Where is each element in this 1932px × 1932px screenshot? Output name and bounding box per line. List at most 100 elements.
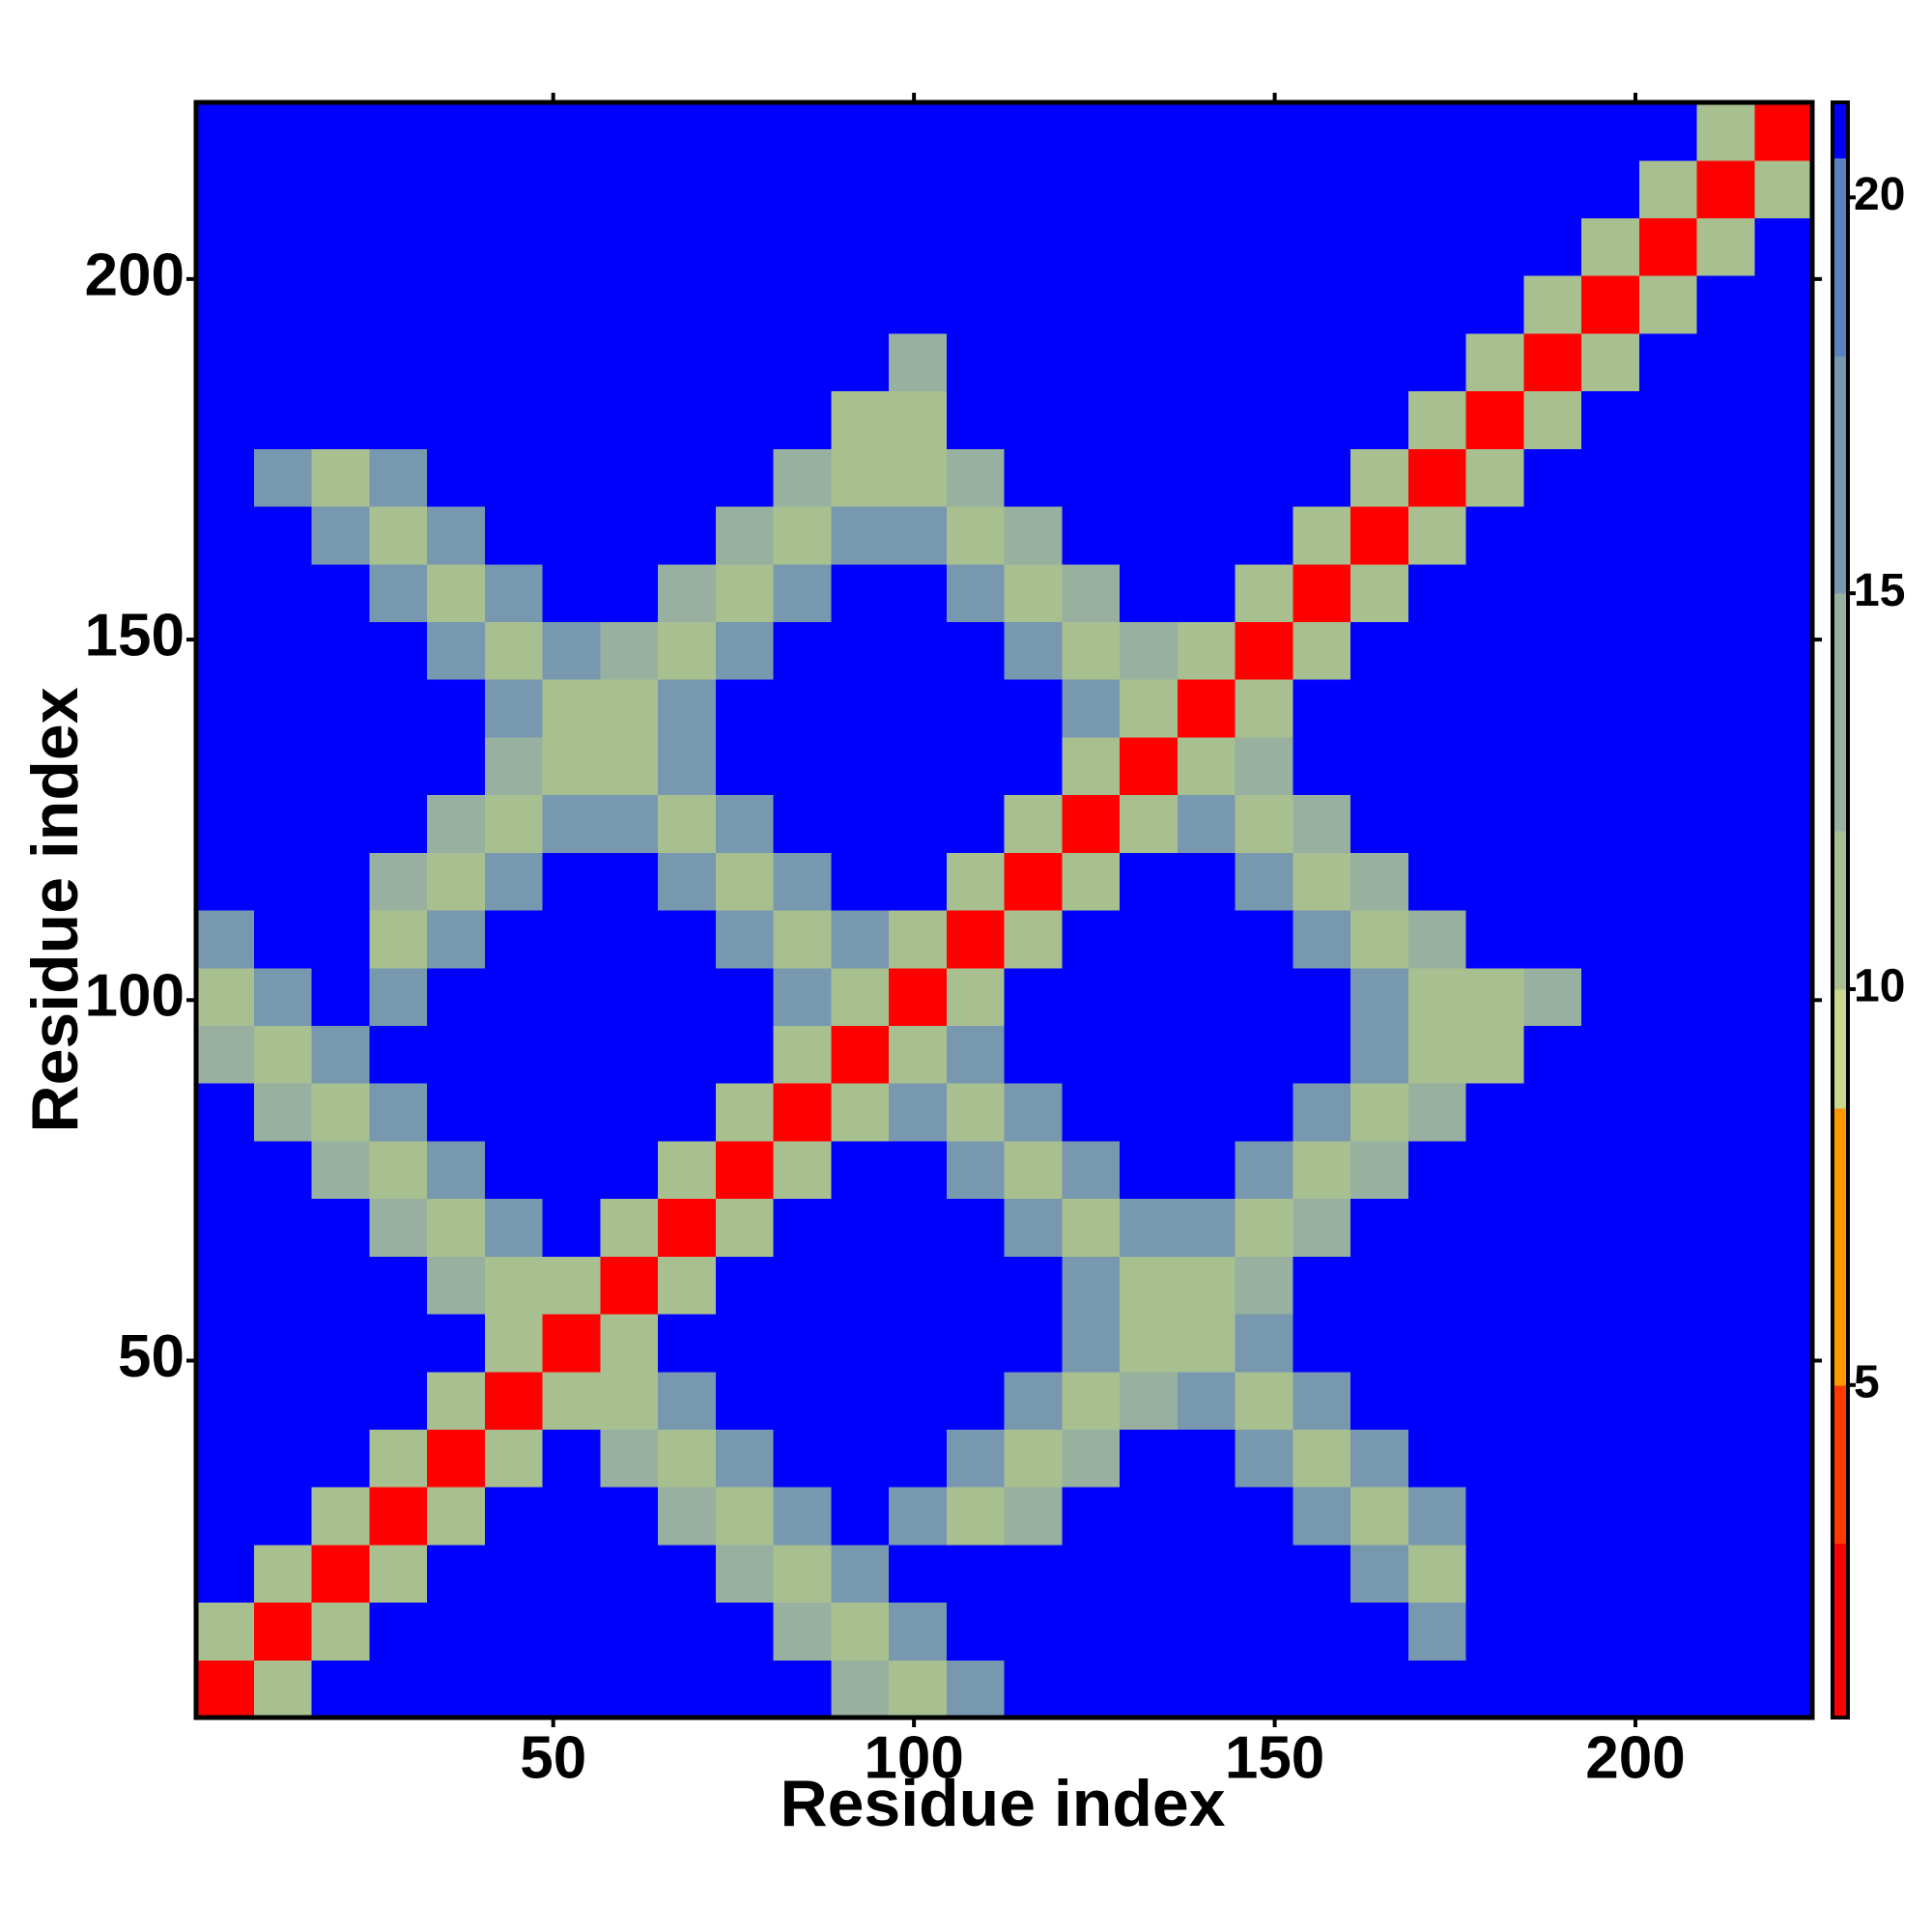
heatmap-cell	[1235, 1140, 1293, 1200]
heatmap-cell	[600, 159, 659, 219]
heatmap-cell	[1754, 1083, 1813, 1142]
heatmap-cell	[715, 563, 775, 623]
heatmap-cell	[946, 1025, 1006, 1084]
heatmap-cell	[484, 910, 544, 969]
heatmap-cell	[946, 1487, 1006, 1546]
heatmap-cell	[1350, 1256, 1409, 1315]
x-tick-label: 100	[864, 1724, 963, 1791]
heatmap-cell	[1523, 794, 1582, 853]
heatmap-cell	[946, 1371, 1006, 1431]
heatmap-cell	[1350, 1660, 1409, 1719]
heatmap-cell	[1465, 1602, 1524, 1661]
heatmap-cell	[946, 275, 1006, 334]
heatmap-cell	[1754, 679, 1813, 738]
heatmap-cell	[1177, 1256, 1236, 1315]
heatmap-cell	[484, 1083, 544, 1142]
heatmap-cell	[542, 1314, 601, 1373]
heatmap-cell	[889, 1198, 948, 1257]
heatmap-cell	[1062, 1198, 1121, 1257]
heatmap-cell	[253, 1083, 313, 1142]
heatmap-cell	[831, 852, 890, 911]
heatmap-cell	[196, 448, 255, 507]
heatmap-cell	[1523, 102, 1582, 161]
heatmap-cell	[484, 736, 544, 796]
heatmap-cell	[831, 390, 890, 449]
heatmap-cell	[1581, 1660, 1640, 1719]
heatmap-cell	[889, 852, 948, 911]
heatmap-cell	[600, 1487, 659, 1546]
heatmap-cell	[715, 1660, 775, 1719]
heatmap-cell	[658, 852, 717, 911]
heatmap-cell	[1004, 1429, 1063, 1488]
heatmap-cell	[1177, 621, 1236, 680]
heatmap-cell	[1581, 102, 1640, 161]
heatmap-cell	[715, 679, 775, 738]
heatmap-cell	[889, 332, 948, 392]
heatmap-cell	[889, 1660, 948, 1719]
heatmap-cell	[715, 1256, 775, 1315]
heatmap-cell	[1407, 1198, 1467, 1257]
heatmap-cell	[253, 563, 313, 623]
heatmap-cell	[1177, 275, 1236, 334]
heatmap-cell	[427, 390, 486, 449]
heatmap-cell	[831, 1371, 890, 1431]
heatmap-cell	[1696, 102, 1755, 161]
heatmap-cell	[715, 852, 775, 911]
heatmap-cell	[1407, 1083, 1467, 1142]
heatmap-cell	[1350, 621, 1409, 680]
heatmap-cell	[1523, 621, 1582, 680]
heatmap-cell	[196, 1660, 255, 1719]
heatmap-cell	[196, 1140, 255, 1200]
heatmap-cell	[1407, 967, 1467, 1027]
heatmap-cell	[311, 1602, 370, 1661]
heatmap-cell	[1350, 275, 1409, 334]
heatmap-cell	[1004, 102, 1063, 161]
heatmap-cell	[1523, 967, 1582, 1027]
heatmap-cell	[889, 1083, 948, 1142]
heatmap-cell	[1638, 332, 1698, 392]
heatmap-cell	[1407, 1025, 1467, 1084]
heatmap-cell	[889, 102, 948, 161]
heatmap-cell	[658, 159, 717, 219]
heatmap-cell	[1754, 1602, 1813, 1661]
heatmap-cell	[1177, 679, 1236, 738]
heatmap-cell	[1062, 159, 1121, 219]
heatmap-cell	[889, 1602, 948, 1661]
heatmap-cell	[311, 1371, 370, 1431]
heatmap-cell	[600, 217, 659, 276]
heatmap-cell	[658, 332, 717, 392]
heatmap-cell	[831, 1083, 890, 1142]
heatmap-cell	[1177, 910, 1236, 969]
heatmap-cell	[1062, 1602, 1121, 1661]
heatmap-cell	[946, 102, 1006, 161]
heatmap-cell	[369, 910, 428, 969]
heatmap-cell	[1465, 1429, 1524, 1488]
heatmap-cell	[773, 1025, 832, 1084]
heatmap-cell	[658, 736, 717, 796]
heatmap-cell	[831, 1660, 890, 1719]
heatmap-cell	[1293, 910, 1351, 969]
heatmap-cell	[311, 1198, 370, 1257]
heatmap-cell	[1407, 621, 1467, 680]
heatmap-cell	[1004, 275, 1063, 334]
heatmap-cell	[1638, 217, 1698, 276]
heatmap-cell	[1638, 1429, 1698, 1488]
heatmap-cell	[1465, 1198, 1524, 1257]
heatmap-cell	[427, 1025, 486, 1084]
heatmap-cell	[369, 563, 428, 623]
heatmap-cell	[1004, 1602, 1063, 1661]
heatmap-cell	[600, 1602, 659, 1661]
heatmap-cell	[1177, 1314, 1236, 1373]
heatmap-cell	[196, 621, 255, 680]
heatmap-cell	[1293, 275, 1351, 334]
heatmap-cell	[542, 1371, 601, 1431]
heatmap-cell	[1465, 1544, 1524, 1604]
heatmap-cell	[715, 1140, 775, 1200]
heatmap-cell	[1754, 102, 1813, 161]
y-tick-label: 50	[118, 1323, 185, 1390]
heatmap-cell	[1120, 794, 1179, 853]
heatmap-cell	[1523, 736, 1582, 796]
heatmap-cell	[484, 1602, 544, 1661]
heatmap-cell	[427, 1198, 486, 1257]
heatmap-cell	[311, 1314, 370, 1373]
